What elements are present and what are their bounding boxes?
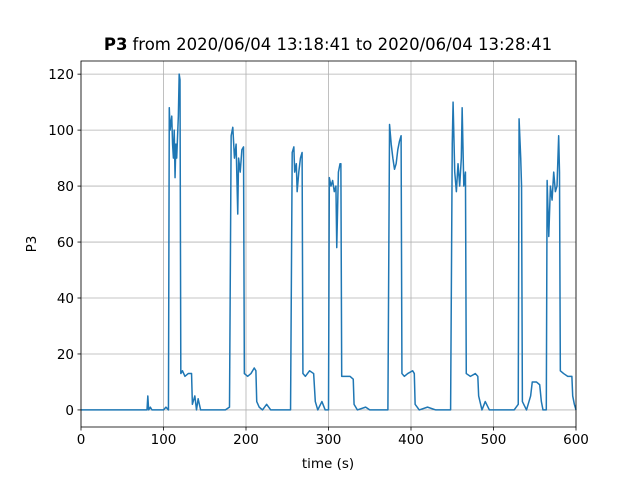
y-tick-label: 120 — [48, 67, 74, 83]
x-tick-label: 600 — [563, 432, 589, 448]
y-tick-label: 80 — [57, 179, 74, 195]
grid — [80, 61, 577, 427]
y-axis-label: P3 — [24, 236, 40, 253]
title-bold: P3 — [104, 35, 128, 54]
data-line — [81, 73, 577, 411]
y-tick-label: 100 — [48, 123, 74, 139]
x-tick-label: 500 — [481, 432, 507, 448]
x-tick-label: 300 — [316, 432, 342, 448]
x-tick-label: 100 — [151, 432, 177, 448]
x-tick-label: 0 — [77, 432, 86, 448]
x-tick-label: 400 — [398, 432, 424, 448]
y-tick-label: 0 — [65, 403, 74, 419]
y-tick-label: 20 — [57, 347, 74, 363]
y-tick-label: 60 — [57, 235, 74, 251]
ticks: 0 100 200 300 400 500 600 0 20 40 60 80 100 120 — [48, 67, 589, 448]
x-axis-label: time (s) — [302, 456, 354, 472]
y-tick-label: 40 — [57, 291, 74, 307]
x-tick-label: 200 — [233, 432, 259, 448]
title-rest: from 2020/06/04 13:18:41 to 2020/06/04 1… — [132, 35, 552, 54]
chart-title: P3 from 2020/06/04 13:18:41 to 2020/06/04… — [104, 35, 552, 54]
plot — [81, 73, 577, 411]
